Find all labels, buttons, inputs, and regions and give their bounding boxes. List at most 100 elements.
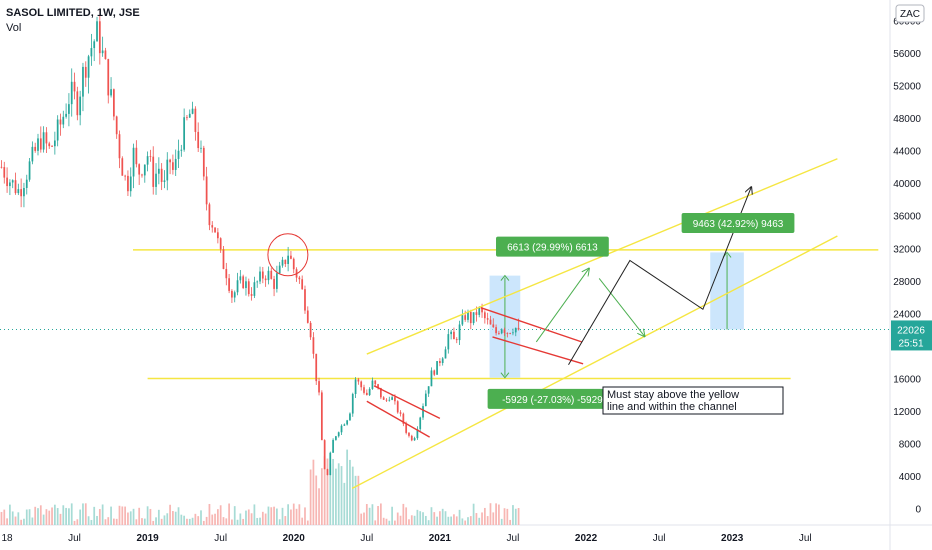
candle-body (351, 393, 354, 414)
volume-bar (377, 506, 379, 525)
candle-body (315, 353, 318, 382)
volume-bar (292, 503, 295, 525)
volume-bar (11, 511, 14, 525)
candle-body (292, 258, 295, 270)
price-tick-label: 40000 (893, 179, 921, 190)
volume-bar (304, 507, 306, 525)
volume-bar (250, 513, 253, 525)
candle-body (160, 168, 163, 182)
volume-bar (174, 511, 177, 525)
candle-body (93, 41, 96, 49)
volume-bar (278, 519, 281, 525)
candle-body (149, 156, 152, 157)
candle-body (23, 187, 25, 197)
candle-body (444, 349, 447, 359)
measure-labels: 6613 (29.99%) 6613 -5929 (-27.03%) -5929 9… (487, 213, 795, 409)
volume-bar (101, 504, 104, 525)
candle-body (284, 259, 287, 264)
candle-body (514, 327, 517, 333)
volume-bar (475, 513, 478, 525)
volume-bars (0, 449, 520, 525)
volume-bar (467, 517, 469, 525)
candle-body (402, 413, 405, 424)
candle-body (17, 189, 20, 194)
candle-body (157, 168, 160, 174)
candle-body (34, 146, 37, 151)
volume-bar (295, 508, 298, 525)
volume-bar (413, 515, 416, 525)
volume-bar (458, 509, 461, 525)
candle-body (28, 161, 31, 180)
candle-body (59, 119, 62, 125)
candle-body (450, 331, 452, 335)
volume-bar (332, 458, 334, 525)
volume-bar (360, 513, 363, 525)
candle-body (191, 108, 194, 114)
volume-bar (424, 515, 427, 525)
volume-bar (357, 475, 360, 525)
candle-body (382, 397, 385, 400)
volume-bar (146, 506, 149, 525)
candle-body (290, 255, 292, 259)
time-tick-label: 2020 (283, 533, 306, 544)
volume-bar (183, 515, 186, 525)
candle-body (298, 277, 301, 280)
candle-body (205, 176, 208, 205)
volume-bar (368, 507, 371, 525)
volume-bar (110, 506, 112, 525)
price-tick-label: 0 (915, 505, 921, 516)
candle-body (475, 312, 478, 315)
volume-bar (98, 509, 101, 525)
volume-bar (180, 514, 183, 525)
candle-body (197, 131, 200, 149)
candle-body (177, 150, 180, 159)
volume-bar (3, 509, 6, 525)
volume-bar (172, 511, 174, 525)
candle-body (135, 147, 138, 165)
volume-bar (155, 517, 157, 525)
candle-body (340, 425, 343, 433)
volume-bar (31, 517, 34, 525)
time-tick-label: Jul (653, 533, 666, 544)
candle-body (101, 50, 104, 54)
candle-body (65, 113, 67, 117)
candle-body (506, 332, 509, 334)
projection-arrow (535, 269, 589, 343)
candle-body (132, 147, 135, 177)
time-axis[interactable]: 18 Jul 2019 Jul 2020 Jul 2021 Jul 2022 Jul 2023 Jul (1, 533, 811, 544)
chart-header: SASOL LIMITED, 1W, JSE Vol (6, 7, 140, 34)
volume-bar (79, 509, 82, 525)
price-tick-label: 44000 (893, 147, 921, 158)
volume-bar (197, 516, 200, 525)
volume-bar (141, 518, 143, 525)
volume-bar (25, 509, 28, 525)
candle-body (413, 438, 416, 441)
candle-body (320, 392, 323, 441)
time-tick-label: 2022 (575, 533, 598, 544)
candle-body (3, 167, 6, 178)
candle-body (478, 307, 481, 315)
note-line: Must stay above the yellow (607, 389, 739, 401)
currency-button[interactable]: ZAC (895, 4, 925, 23)
volume-bar (264, 513, 267, 525)
candle-body (200, 147, 202, 149)
candle-body (379, 387, 382, 398)
candle-body (329, 452, 332, 476)
volume-bar (228, 503, 230, 525)
volume-bar (191, 517, 194, 525)
volume-bar (261, 511, 264, 525)
volume-bar (455, 516, 458, 525)
volume-bar (169, 504, 171, 525)
volume-bar (56, 508, 59, 525)
candle-body (242, 276, 245, 289)
candle-body (62, 116, 65, 125)
candle-body (458, 324, 461, 341)
volume-bar (385, 518, 388, 525)
candle-body (259, 271, 261, 282)
volume-bar (489, 503, 492, 525)
candle-body (503, 329, 506, 333)
volume-bar (399, 515, 402, 525)
volume-bar (481, 512, 483, 525)
